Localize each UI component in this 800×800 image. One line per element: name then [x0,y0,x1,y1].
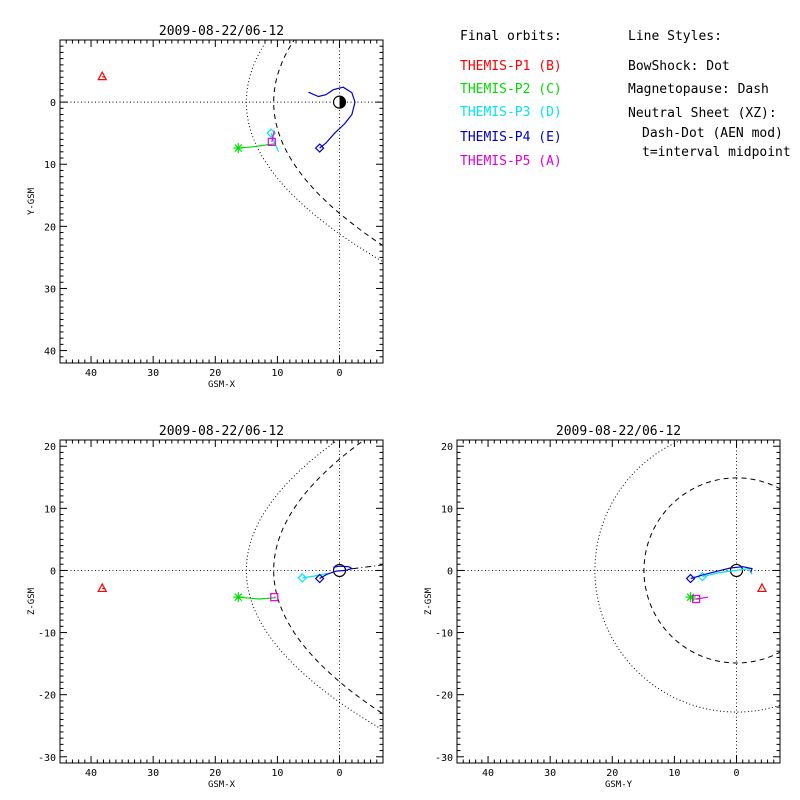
line-style-midpoint: t=interval midpoint [642,145,791,160]
plot-frame [59,439,384,764]
marker-p2-asterisk [233,592,244,603]
orbit-track-p5 [696,596,708,600]
legend-entry-p1: THEMIS-P1 (B) [460,59,562,74]
magnetopause-circle [643,477,780,664]
marker-p3-diamond [297,573,308,583]
y-tick-label: 20 [44,222,56,233]
marker-p1-triangle [756,582,767,593]
marker-p5-square [267,137,276,146]
y-tick-label: 0 [50,98,56,109]
marker-p2-asterisk [233,143,244,154]
x-tick-label: 0 [337,768,343,779]
axis-ticks [59,439,384,764]
orbit-track-p5 [271,130,275,143]
x-axis-label: GSM-X [208,380,236,390]
y-tick-label: 40 [44,347,56,358]
chart-title: 2009-08-22/06-12 [159,424,284,439]
orbit-track-p4 [690,566,753,580]
legend-heading: Final orbits: [460,29,562,44]
plot-area [60,440,383,763]
x-tick-label: 20 [209,768,221,779]
x-tick-label: 20 [606,768,618,779]
legend-entry-p3: THEMIS-P3 (D) [460,105,562,120]
x-tick-label: 40 [85,768,97,779]
y-tick-label: 30 [44,284,56,295]
plot-frame [59,39,384,364]
x-axis-label: GSM-Y [605,780,633,790]
axis-ticks [456,439,781,764]
y-tick-label: -10 [38,629,56,640]
line-styles-heading: Line Styles: [628,29,722,44]
orbit-track-p3 [702,567,753,578]
bow-shock-curve [245,40,383,263]
y-tick-label: 10 [441,504,453,515]
line-style-aen-mod: Dash-Dot (AEN mod) [642,126,783,141]
y-tick-label: -30 [38,753,56,764]
x-tick-label: 0 [734,768,740,779]
x-tick-label: 10 [668,768,680,779]
x-axis-label: GSM-X [208,780,236,790]
y-tick-label: 0 [50,566,56,577]
magnetopause-curve [273,440,383,715]
x-tick-label: 40 [482,768,494,779]
legend-entry-p2: THEMIS-P2 (C) [460,82,562,97]
marker-p4-diamond [314,573,325,584]
marker-p1-triangle [97,70,108,81]
y-tick-label: 0 [447,566,453,577]
earth-night-side [339,96,346,109]
plot-frame [456,439,781,764]
x-tick-label: 10 [271,768,283,779]
orbit-track-p4 [308,86,356,149]
x-tick-label: 0 [337,368,343,379]
bow-shock-circle [594,440,780,713]
orbit-track-p4 [319,565,354,580]
line-styles-legend: Line Styles: BowShock: Dot Magnetopause:… [628,29,791,160]
yz-plane-panel: 2009-08-22/06-12 40 30 20 10 0 20 10 0 -10 -20 -30 G… [424,424,781,790]
marker-p1-triangle [97,582,108,593]
x-tick-label: 20 [209,368,221,379]
y-tick-label: -20 [38,691,56,702]
xz-plane-panel: 2009-08-22/06-12 40 30 20 10 0 20 10 0 -10 -20 -30 G… [27,424,384,790]
orbit-track-p2 [238,596,276,600]
marker-p5-square [692,594,701,604]
y-tick-label: 10 [44,160,56,171]
marker-p4-diamond [685,573,696,584]
line-style-magnetopause: Magnetopause: Dash [628,82,769,97]
x-tick-label: 30 [147,368,159,379]
y-tick-label: 10 [44,504,56,515]
plot-area [60,40,383,363]
bow-shock-curve [245,440,383,731]
line-style-neutral-sheet: Neutral Sheet (XZ): [628,106,777,121]
y-axis-label: Y-GSM [27,187,37,215]
marker-p4-diamond [314,143,325,153]
plot-area [457,440,780,763]
x-tick-label: 30 [544,768,556,779]
x-tick-label: 30 [147,768,159,779]
xy-plane-panel: 2009-08-22/06-12 40 30 20 10 0 0 10 20 30 40 GSM-X Y… [27,24,384,390]
y-tick-label: -10 [435,629,453,640]
marker-p5-square [270,593,279,602]
legend-entry-p5: THEMIS-P5 (A) [460,154,562,169]
line-style-bowshock: BowShock: Dot [628,59,730,74]
orbit-legend: Final orbits: THEMIS-P1 (B) THEMIS-P2 (C… [460,29,562,169]
y-axis-label: Z-GSM [424,587,434,615]
legend-entry-p4: THEMIS-P4 (E) [460,130,562,145]
chart-title: 2009-08-22/06-12 [159,24,284,39]
y-tick-label: -20 [435,691,453,702]
x-tick-label: 40 [85,368,97,379]
y-tick-label: -30 [435,753,453,764]
axis-ticks [59,39,384,364]
y-tick-label: 20 [44,442,56,453]
y-tick-label: 20 [441,442,453,453]
x-tick-label: 10 [271,368,283,379]
y-axis-label: Z-GSM [27,587,37,615]
chart-title: 2009-08-22/06-12 [556,424,681,439]
marker-p2-asterisk [685,592,696,603]
